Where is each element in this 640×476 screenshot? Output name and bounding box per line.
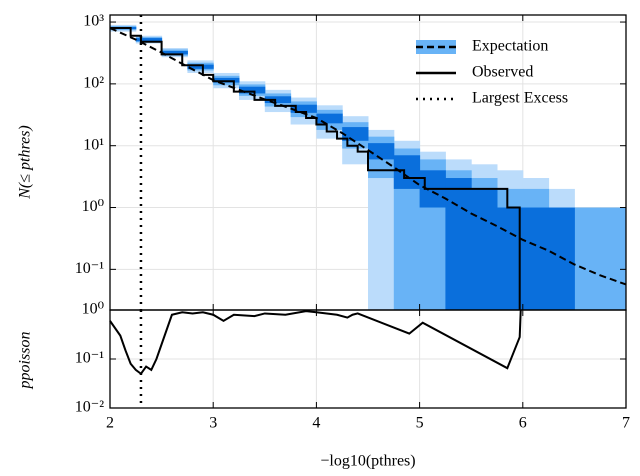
legend-label: Expectation xyxy=(472,38,548,55)
band-segment xyxy=(161,51,188,55)
x-tick-label: 3 xyxy=(209,415,217,432)
y-tick-label: 10⁰ xyxy=(82,198,104,215)
band-segment xyxy=(135,38,163,42)
band-segment xyxy=(574,207,601,310)
band-segment xyxy=(522,207,550,310)
band-segment xyxy=(471,188,498,310)
band-segment xyxy=(445,178,472,310)
y-axis-label: N(≤ pthres) xyxy=(17,125,34,200)
x-tick-label: 5 xyxy=(416,415,424,432)
legend-label: Observed xyxy=(472,64,533,81)
legend-patch xyxy=(416,40,456,54)
y-axis-label: ppoisson xyxy=(17,332,34,390)
y-tick-label: 10⁻² xyxy=(75,399,104,416)
band-segment xyxy=(213,77,240,83)
series-line xyxy=(109,27,627,286)
band-segment xyxy=(187,64,214,69)
x-axis-label: −log10(pthres) xyxy=(320,453,415,470)
series-line xyxy=(110,27,521,310)
band-segment xyxy=(342,127,369,141)
x-tick-label: 4 xyxy=(312,415,320,432)
y-tick-label: 10³ xyxy=(83,13,104,30)
legend-label: Largest Excess xyxy=(472,90,568,107)
x-tick-label: 2 xyxy=(106,415,114,432)
x-tick-label: 6 xyxy=(519,415,527,432)
band-segment xyxy=(600,207,627,310)
y-tick-label: 10² xyxy=(83,75,104,92)
x-tick-label: 7 xyxy=(622,415,630,432)
band-segment xyxy=(264,96,292,104)
series-line xyxy=(109,309,522,376)
y-tick-label: 10⁻¹ xyxy=(75,260,104,277)
y-tick-label: 10⁻¹ xyxy=(75,350,104,367)
band-segment xyxy=(316,113,343,124)
y-tick-label: 10⁰ xyxy=(82,301,104,318)
band-segment xyxy=(368,143,395,160)
band-segment xyxy=(290,104,317,113)
band-segment xyxy=(239,86,266,94)
y-tick-label: 10¹ xyxy=(83,136,104,153)
